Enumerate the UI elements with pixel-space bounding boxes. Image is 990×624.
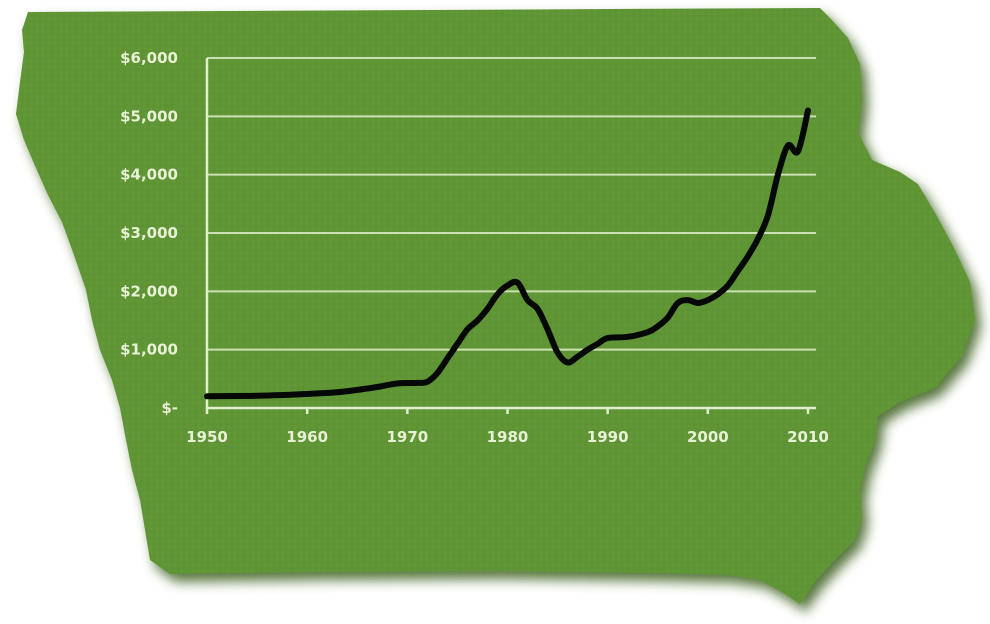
y-tick-label: $4,000 [120,166,178,184]
y-tick-label: $- [161,399,178,417]
axis-layer [205,58,816,414]
x-tick-labels: 1950 1960 1970 1980 1990 2000 2010 [186,428,829,446]
series-line-0 [204,107,811,400]
y-tick-label: $2,000 [120,282,178,300]
y-tick-label: $3,000 [120,224,178,242]
grid-layer [207,57,816,351]
x-tick-label: 1970 [386,428,428,446]
x-tick-label: 2000 [687,428,729,446]
x-tick-label: 1980 [487,428,529,446]
series-layer [204,107,811,400]
x-tick-label: 1960 [286,428,328,446]
y-tick-labels: $- $1,000 $2,000 $3,000 $4,000 $5,000 $6,000 [120,49,178,417]
y-tick-label: $1,000 [120,341,178,359]
y-tick-label: $6,000 [120,49,178,67]
y-tick-label: $5,000 [120,107,178,125]
x-tick-label: 2010 [787,428,829,446]
iowa-map-background [16,8,975,604]
x-tick-label: 1950 [186,428,228,446]
x-tick-label: 1990 [587,428,629,446]
